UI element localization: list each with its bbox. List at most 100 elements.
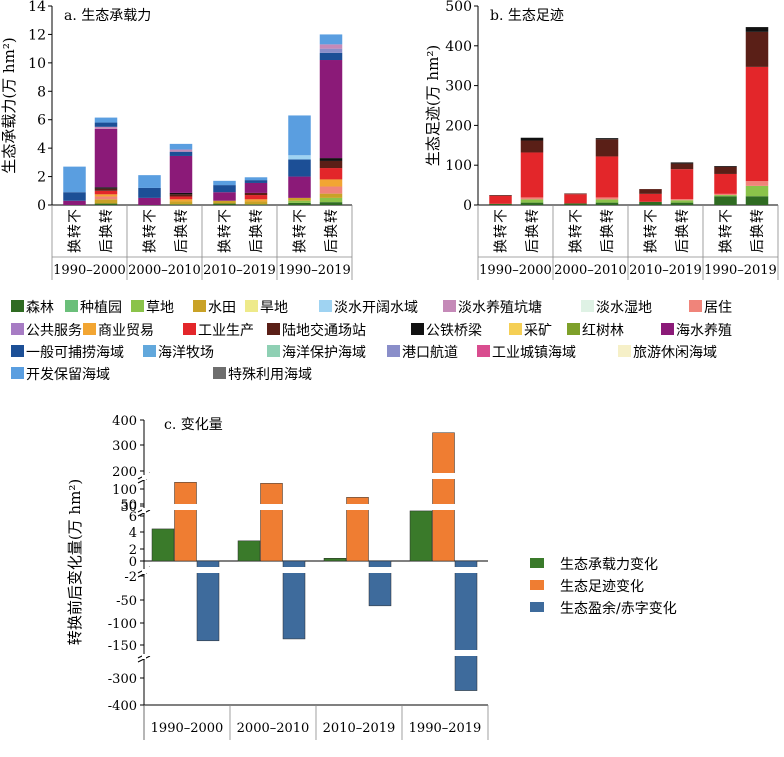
bar-segment (319, 193, 343, 198)
x-tick-label-char: 转 (249, 209, 265, 223)
bar-segment (288, 115, 311, 156)
x-tick-label-char: 换 (718, 239, 735, 253)
legend-item: 公共服务 (11, 323, 82, 339)
bar-segment (288, 176, 311, 198)
legend-swatch (567, 323, 580, 335)
break-band (145, 567, 488, 573)
y-tick-label: 200 (445, 118, 472, 134)
legend-item: 淡水开阔水域 (319, 300, 418, 316)
x-tick-label-char: 换 (568, 239, 585, 253)
bar-segment (169, 143, 193, 150)
bar-stack (745, 27, 769, 205)
group-label: 1990–2000 (479, 263, 552, 278)
axis-break-gap (142, 475, 146, 480)
y-axis-label: 生态足迹(万 hm²) (424, 45, 442, 166)
bar-carrying (151, 528, 175, 562)
legend-swatch (477, 345, 490, 357)
legend-swatch (183, 323, 196, 335)
y-tick-label: 200 (112, 465, 137, 480)
bar-segment (714, 193, 737, 196)
legend-item: 海水养殖 (661, 322, 732, 339)
y-tick-label: -50 (116, 594, 137, 609)
bar-segment (489, 203, 512, 205)
legend-swatch (530, 602, 544, 612)
legend-swatch (530, 580, 544, 590)
legend-label: 淡水湿地 (596, 300, 652, 316)
bar-segment (94, 199, 118, 204)
bar-footprint (346, 497, 369, 562)
bar-segment (94, 196, 118, 200)
y-tick-label: 300 (445, 79, 472, 95)
legend-item: 居住 (689, 300, 732, 316)
bar-segment (745, 27, 769, 32)
x-tick-label-char: 换 (674, 224, 691, 238)
bar-segment (520, 197, 544, 200)
bar-segment (244, 180, 268, 183)
bar-segment (94, 117, 118, 123)
bar-segment (595, 156, 619, 198)
legend-swatch (83, 323, 96, 335)
bar-segment (94, 187, 118, 189)
bar-segment (489, 195, 512, 204)
y-tick-label: 12 (28, 27, 46, 43)
y-tick-label: 6 (129, 510, 137, 525)
bar-segment (288, 200, 311, 203)
bar-surplus (454, 560, 478, 691)
legend-label: 公共服务 (26, 323, 82, 339)
bar-surplus (196, 560, 220, 642)
x-tick-label-char: 转 (143, 224, 159, 238)
x-tick-label-char: 转 (218, 224, 234, 238)
legend-label: 红树林 (582, 323, 624, 339)
legend-swatch (387, 345, 400, 357)
y-tick-label: 0 (129, 555, 137, 570)
x-tick-label-char: 后 (600, 239, 616, 253)
bar-segment (319, 186, 343, 194)
y-tick-label: 6 (37, 113, 46, 129)
legend-item: 工业城镇海域 (477, 345, 576, 361)
legend-label: 陆地交通场站 (282, 322, 366, 339)
group-label: 2010–2019 (629, 263, 702, 278)
legend-label: 淡水开阔水域 (334, 300, 418, 316)
legend-swatch (581, 300, 594, 312)
bar-segment (94, 126, 118, 129)
bar-stack (639, 189, 662, 205)
x-tick-label-char: 转 (719, 224, 735, 238)
bar-segment (169, 201, 193, 205)
x-tick-label-char: 转 (525, 209, 541, 223)
x-tick-label-char: 转 (750, 209, 766, 223)
x-tick-label-char: 换 (142, 239, 159, 253)
legend-item: 水田 (193, 300, 236, 316)
bar-segment (564, 203, 587, 205)
bar-segment (745, 185, 769, 197)
x-tick-label-char: 后 (324, 239, 340, 253)
x-tick-label-char: 后 (174, 239, 190, 253)
legend-label: 海洋保护海域 (282, 345, 366, 361)
bar-segment (319, 34, 343, 45)
bar-segment (169, 149, 193, 152)
legend-label: 旅游休闲海域 (633, 345, 717, 361)
bar-footprint (432, 432, 455, 562)
legend-swatch (213, 367, 226, 379)
bar-stack (213, 180, 236, 205)
bar-stack (244, 177, 268, 205)
bar-segment (639, 193, 662, 202)
legend-item: 一般可捕捞海域 (11, 345, 124, 361)
bar-segment (319, 52, 343, 61)
bar-segment (213, 192, 236, 201)
bar-segment (595, 197, 619, 200)
bar-segment (319, 197, 343, 203)
x-tick-label-char: 换 (98, 224, 115, 238)
legend-label: 种植园 (80, 300, 122, 316)
bar-segment (714, 165, 737, 167)
legend-swatch (618, 345, 631, 357)
legend-item: 旱地 (245, 300, 288, 316)
bar-segment (714, 166, 737, 174)
bar-stack (489, 195, 512, 205)
bar-segment (564, 193, 587, 195)
y-tick-label: 0 (37, 198, 46, 214)
bar-segment (169, 196, 193, 200)
legend-label: 海水养殖 (676, 322, 732, 339)
y-tick-label: 100 (112, 483, 137, 498)
